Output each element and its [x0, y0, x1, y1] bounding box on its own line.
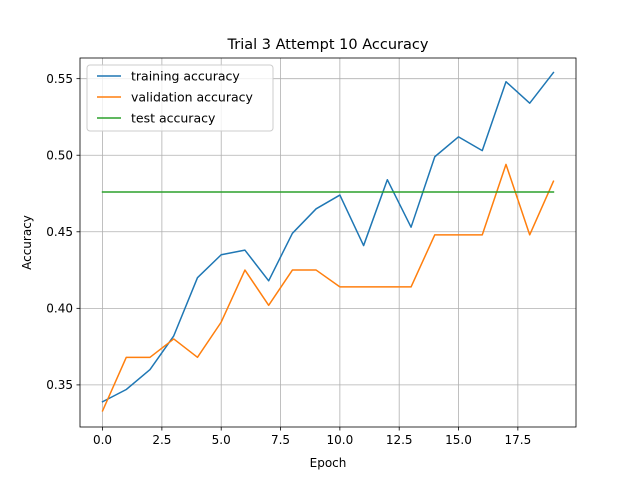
x-tick-label: 0.0: [93, 433, 112, 447]
y-tick-label: 0.55: [46, 72, 73, 86]
legend-frame: [86, 64, 274, 132]
x-tick-label: 2.5: [152, 433, 171, 447]
y-tick-label: 0.50: [46, 149, 73, 163]
x-tick-label: 17.5: [504, 433, 531, 447]
series-line-validation-accuracy: [101, 163, 555, 412]
y-tick-label: 0.40: [46, 302, 73, 316]
y-tick-label: 0.35: [46, 378, 73, 392]
legend: training accuracy validation accuracy test…: [86, 64, 274, 132]
y-tick-label: 0.45: [46, 225, 73, 239]
axis-ticks: 0.0 2.5 5.0 7.5 10.0 12.5 15.0 17.5 0.35 0.40 0.45…: [46, 72, 531, 447]
x-tick-label: 10.0: [327, 433, 354, 447]
plot-lines: [101, 71, 555, 412]
legend-label-test-accuracy: test accuracy: [131, 111, 216, 126]
y-axis-label: Accuracy: [20, 215, 34, 270]
plot-frame: [79, 57, 577, 428]
series-line-training-accuracy: [101, 71, 555, 403]
legend-label-validation-accuracy: validation accuracy: [131, 90, 254, 105]
x-tick-label: 5.0: [212, 433, 231, 447]
x-axis-label: Epoch: [310, 456, 347, 470]
x-tick-label: 12.5: [386, 433, 413, 447]
legend-label-training-accuracy: training accuracy: [131, 69, 240, 84]
x-tick-label: 7.5: [271, 433, 290, 447]
chart-title: Trial 3 Attempt 10 Accuracy: [227, 37, 429, 53]
x-tick-label: 15.0: [445, 433, 472, 447]
